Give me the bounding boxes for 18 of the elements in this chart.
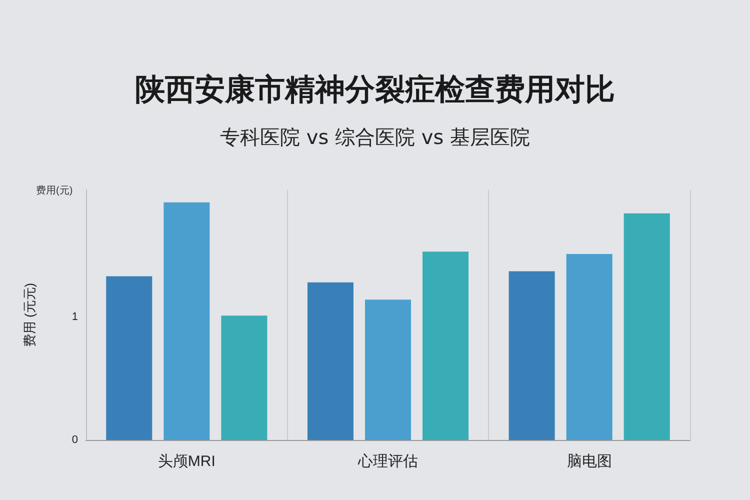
text: 费用(元) — [36, 184, 73, 196]
bar — [164, 202, 210, 440]
bar — [221, 316, 268, 440]
bar — [624, 213, 670, 440]
y-tick-label: 1 — [72, 310, 78, 323]
bar — [364, 300, 412, 440]
y-tick-label: 0 — [72, 434, 78, 446]
bar — [566, 254, 612, 440]
bar — [307, 282, 354, 440]
chart-title: 陕西安康市精神分裂症检查费用对比 — [135, 72, 615, 108]
y-axis-title: 费用 (元元) — [22, 282, 37, 348]
bar — [106, 276, 152, 440]
bar — [422, 252, 469, 440]
bar — [508, 271, 555, 440]
chart-subtitle: 专科医院 vs 综合医院 vs 基层医院 — [220, 125, 530, 149]
x-tick-label: 脑电图 — [566, 453, 612, 470]
x-tick-label: 头颅MRI — [158, 453, 216, 470]
x-tick-label: 心理评估 — [357, 453, 418, 470]
